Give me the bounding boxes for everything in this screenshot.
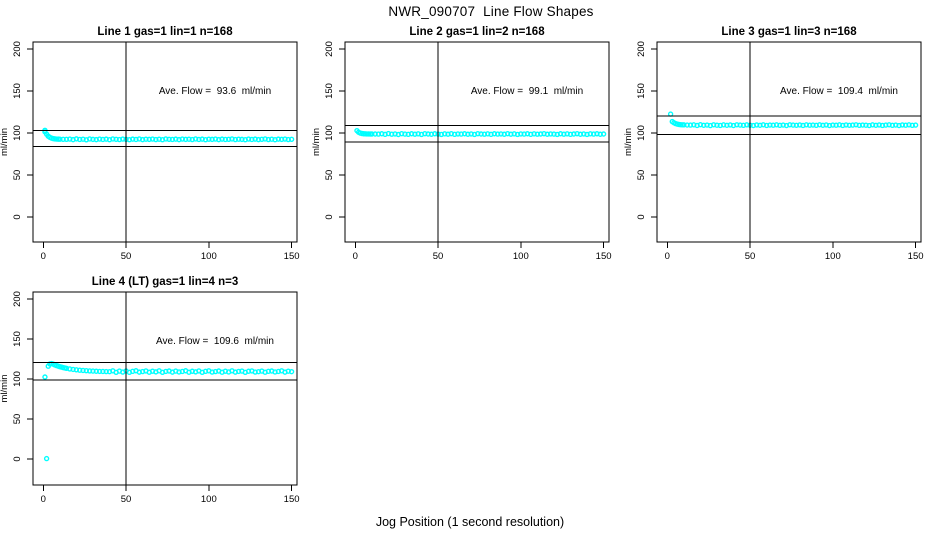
panel-title: Line 3 gas=1 lin=3 n=168	[721, 26, 857, 38]
panel-box	[656, 41, 922, 243]
ave-flow-annotation: Ave. Flow = 99.1 ml/min	[471, 86, 583, 97]
panel: Line 4 (LT) gas=1 lin=4 n=3 ml/min 0 50 100 1…	[0, 276, 300, 505]
y-tick-label: 100	[12, 125, 23, 141]
y-tick-label: 150	[324, 83, 335, 99]
y-tick-label: 50	[12, 170, 23, 181]
x-tick-label: 0	[665, 251, 670, 262]
x-tick-label: 50	[433, 251, 444, 262]
data-point	[288, 136, 295, 143]
y-axis-label: ml/min	[0, 128, 10, 156]
y-tick-label: 150	[636, 83, 647, 99]
panel-title: Line 4 (LT) gas=1 lin=4 n=3	[92, 276, 238, 288]
panel-box	[32, 291, 298, 486]
y-tick-label: 0	[12, 214, 23, 219]
x-axis-label: Jog Position (1 second resolution)	[375, 515, 565, 529]
y-tick-label: 200	[12, 291, 23, 307]
x-tick-label: 0	[353, 251, 358, 262]
y-tick-label: 50	[12, 414, 23, 425]
y-tick-label: 0	[324, 214, 335, 219]
x-tick-label: 50	[121, 494, 132, 505]
panel-box	[32, 41, 298, 243]
y-tick-label: 200	[12, 41, 23, 57]
y-tick-label: 50	[324, 170, 335, 181]
y-tick-label: 100	[12, 371, 23, 387]
x-tick-label: 50	[745, 251, 756, 262]
panel-title: Line 2 gas=1 lin=2 n=168	[409, 26, 545, 38]
panel: Line 1 gas=1 lin=1 n=168 ml/min 0 50 100 150 2…	[0, 26, 300, 262]
y-axis-label: ml/min	[623, 128, 634, 156]
data-point	[288, 368, 295, 375]
y-tick-label: 150	[12, 83, 23, 99]
x-tick-label: 100	[201, 251, 217, 262]
panel: Line 2 gas=1 lin=2 n=168 ml/min 0 50 100 150 2…	[311, 26, 612, 262]
y-tick-label: 100	[636, 125, 647, 141]
y-tick-label: 50	[636, 170, 647, 181]
y-tick-label: 0	[636, 214, 647, 219]
data-point	[43, 455, 50, 462]
x-tick-label: 150	[908, 251, 924, 262]
x-tick-label: 0	[41, 251, 46, 262]
y-axis-label: ml/min	[311, 128, 322, 156]
panel: Line 3 gas=1 lin=3 n=168 ml/min 0 50 100 150 2…	[623, 26, 924, 262]
y-tick-label: 200	[324, 41, 335, 57]
y-tick-label: 100	[324, 125, 335, 141]
x-tick-label: 150	[284, 494, 300, 505]
ave-flow-annotation: Ave. Flow = 109.4 ml/min	[780, 86, 898, 97]
y-tick-label: 200	[636, 41, 647, 57]
x-tick-label: 0	[41, 494, 46, 505]
ave-flow-annotation: Ave. Flow = 93.6 ml/min	[159, 86, 271, 97]
data-point	[600, 131, 607, 137]
y-tick-label: 150	[12, 331, 23, 347]
x-tick-label: 100	[513, 251, 529, 262]
panel-box	[344, 41, 610, 243]
data-point	[42, 374, 48, 380]
x-tick-label: 150	[284, 251, 300, 262]
y-tick-label: 0	[12, 456, 23, 461]
x-tick-label: 100	[201, 494, 217, 505]
x-tick-label: 50	[121, 251, 132, 262]
data-point	[912, 122, 919, 128]
panel-title: Line 1 gas=1 lin=1 n=168	[97, 26, 233, 38]
x-tick-label: 150	[596, 251, 612, 262]
x-tick-label: 100	[825, 251, 841, 262]
y-axis-label: ml/min	[0, 375, 10, 403]
figure-title: NWR_090707 Line Flow Shapes	[388, 4, 594, 19]
ave-flow-annotation: Ave. Flow = 109.6 ml/min	[156, 336, 274, 347]
